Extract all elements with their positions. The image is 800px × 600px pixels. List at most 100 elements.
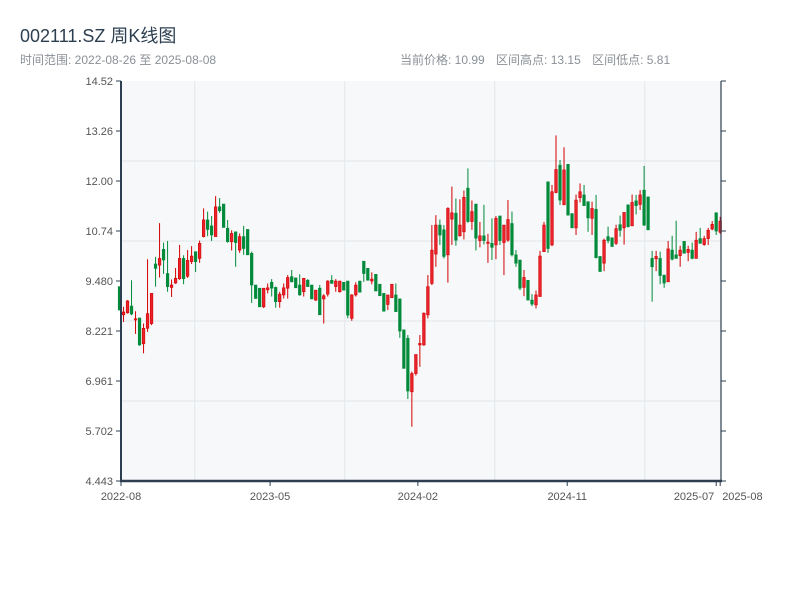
candle-body — [250, 252, 254, 286]
candle-body — [486, 241, 490, 244]
candle-down — [642, 165, 646, 226]
candle-up — [654, 250, 658, 272]
candle-down — [454, 198, 458, 246]
candle-up — [386, 294, 390, 311]
candle-body — [402, 329, 406, 369]
candle-body — [706, 229, 710, 239]
candle-down — [374, 274, 378, 292]
candle-up — [630, 194, 634, 227]
candle-body — [190, 255, 194, 262]
candle-body — [246, 229, 250, 256]
candle-down — [650, 250, 654, 302]
candle-down — [366, 268, 370, 281]
candle-up — [470, 200, 474, 230]
candle-body — [202, 219, 206, 237]
candles — [117, 135, 722, 427]
candle-down — [490, 218, 494, 261]
candle-down — [378, 283, 382, 297]
candle-body — [626, 204, 630, 227]
candle-down — [570, 213, 574, 229]
candle-down — [274, 286, 278, 308]
candle-down — [482, 204, 486, 245]
candle-down — [358, 280, 362, 293]
candle-down — [698, 227, 702, 244]
candle-down — [306, 279, 310, 287]
candle-body — [614, 228, 618, 244]
candle-body — [382, 293, 386, 312]
candle-up — [450, 186, 454, 245]
candle-up — [410, 371, 414, 427]
candle-body — [194, 251, 198, 262]
candle-down — [646, 196, 650, 231]
candle-down — [634, 194, 638, 215]
candle-down — [362, 260, 366, 282]
candle-body — [181, 258, 186, 279]
candle-up — [278, 291, 282, 308]
candle-body — [446, 208, 450, 256]
candle-body — [338, 280, 342, 293]
candle-body — [594, 208, 598, 258]
y-tick-label: 8.221 — [85, 326, 113, 338]
candle-up — [177, 244, 182, 280]
candle-down — [330, 275, 334, 284]
candle-down — [558, 159, 562, 205]
candle-down — [218, 198, 222, 213]
y-tick-label: 12.00 — [85, 176, 113, 188]
candle-up — [462, 190, 466, 240]
candle-up — [430, 225, 434, 286]
candle-down — [290, 269, 294, 283]
candle-up — [590, 201, 594, 236]
y-tick-label: 13.26 — [85, 126, 113, 138]
candle-body — [254, 284, 258, 299]
candle-up — [506, 200, 510, 242]
candle-up — [622, 212, 626, 245]
candle-body — [438, 224, 442, 236]
candle-body — [586, 201, 590, 219]
candle-up — [314, 289, 318, 301]
candle-up — [638, 190, 642, 211]
candle-down — [206, 211, 210, 237]
candle-body — [226, 227, 230, 243]
price-summary: 当前价格: 10.99 区间高点: 13.15 区间低点: 5.81 — [400, 51, 678, 68]
candle-body — [478, 235, 482, 241]
candle-body — [206, 219, 210, 230]
candle-up — [133, 311, 138, 334]
candle-body — [346, 280, 350, 316]
candle-body — [482, 235, 486, 241]
candle-down — [510, 211, 514, 257]
candle-body — [378, 283, 382, 297]
candle-up — [169, 279, 174, 297]
x-tick-label: 2025-08 — [722, 491, 762, 503]
candle-up — [562, 147, 566, 206]
y-tick-label: 5.702 — [85, 426, 113, 438]
candle-up — [614, 224, 618, 245]
candle-up — [702, 235, 706, 246]
candle-body — [282, 287, 286, 296]
candle-body — [526, 279, 530, 301]
candle-down — [398, 298, 402, 338]
candle-down — [342, 281, 346, 291]
candle-down — [298, 274, 302, 296]
candle-down — [258, 287, 262, 308]
candle-down — [714, 212, 718, 236]
plot-area — [121, 81, 721, 481]
candle-up — [141, 323, 146, 354]
candle-up — [686, 245, 690, 262]
candle-up — [486, 233, 490, 263]
candle-body — [386, 294, 390, 305]
candle-body — [622, 212, 626, 229]
candle-body — [590, 208, 594, 219]
candle-body — [266, 287, 270, 291]
candle-body — [494, 218, 498, 246]
candle-body — [642, 189, 646, 226]
candle-up — [578, 183, 582, 203]
candle-body — [542, 224, 546, 252]
candle-body — [330, 279, 334, 284]
candle-down — [394, 283, 398, 312]
candle-body — [522, 277, 526, 288]
candle-body — [354, 284, 358, 296]
candle-down — [626, 204, 630, 228]
candle-up — [542, 221, 546, 252]
candle-body — [502, 224, 506, 243]
candle-down — [406, 335, 410, 399]
